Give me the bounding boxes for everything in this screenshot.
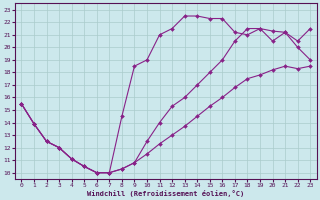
- X-axis label: Windchill (Refroidissement éolien,°C): Windchill (Refroidissement éolien,°C): [87, 190, 244, 197]
